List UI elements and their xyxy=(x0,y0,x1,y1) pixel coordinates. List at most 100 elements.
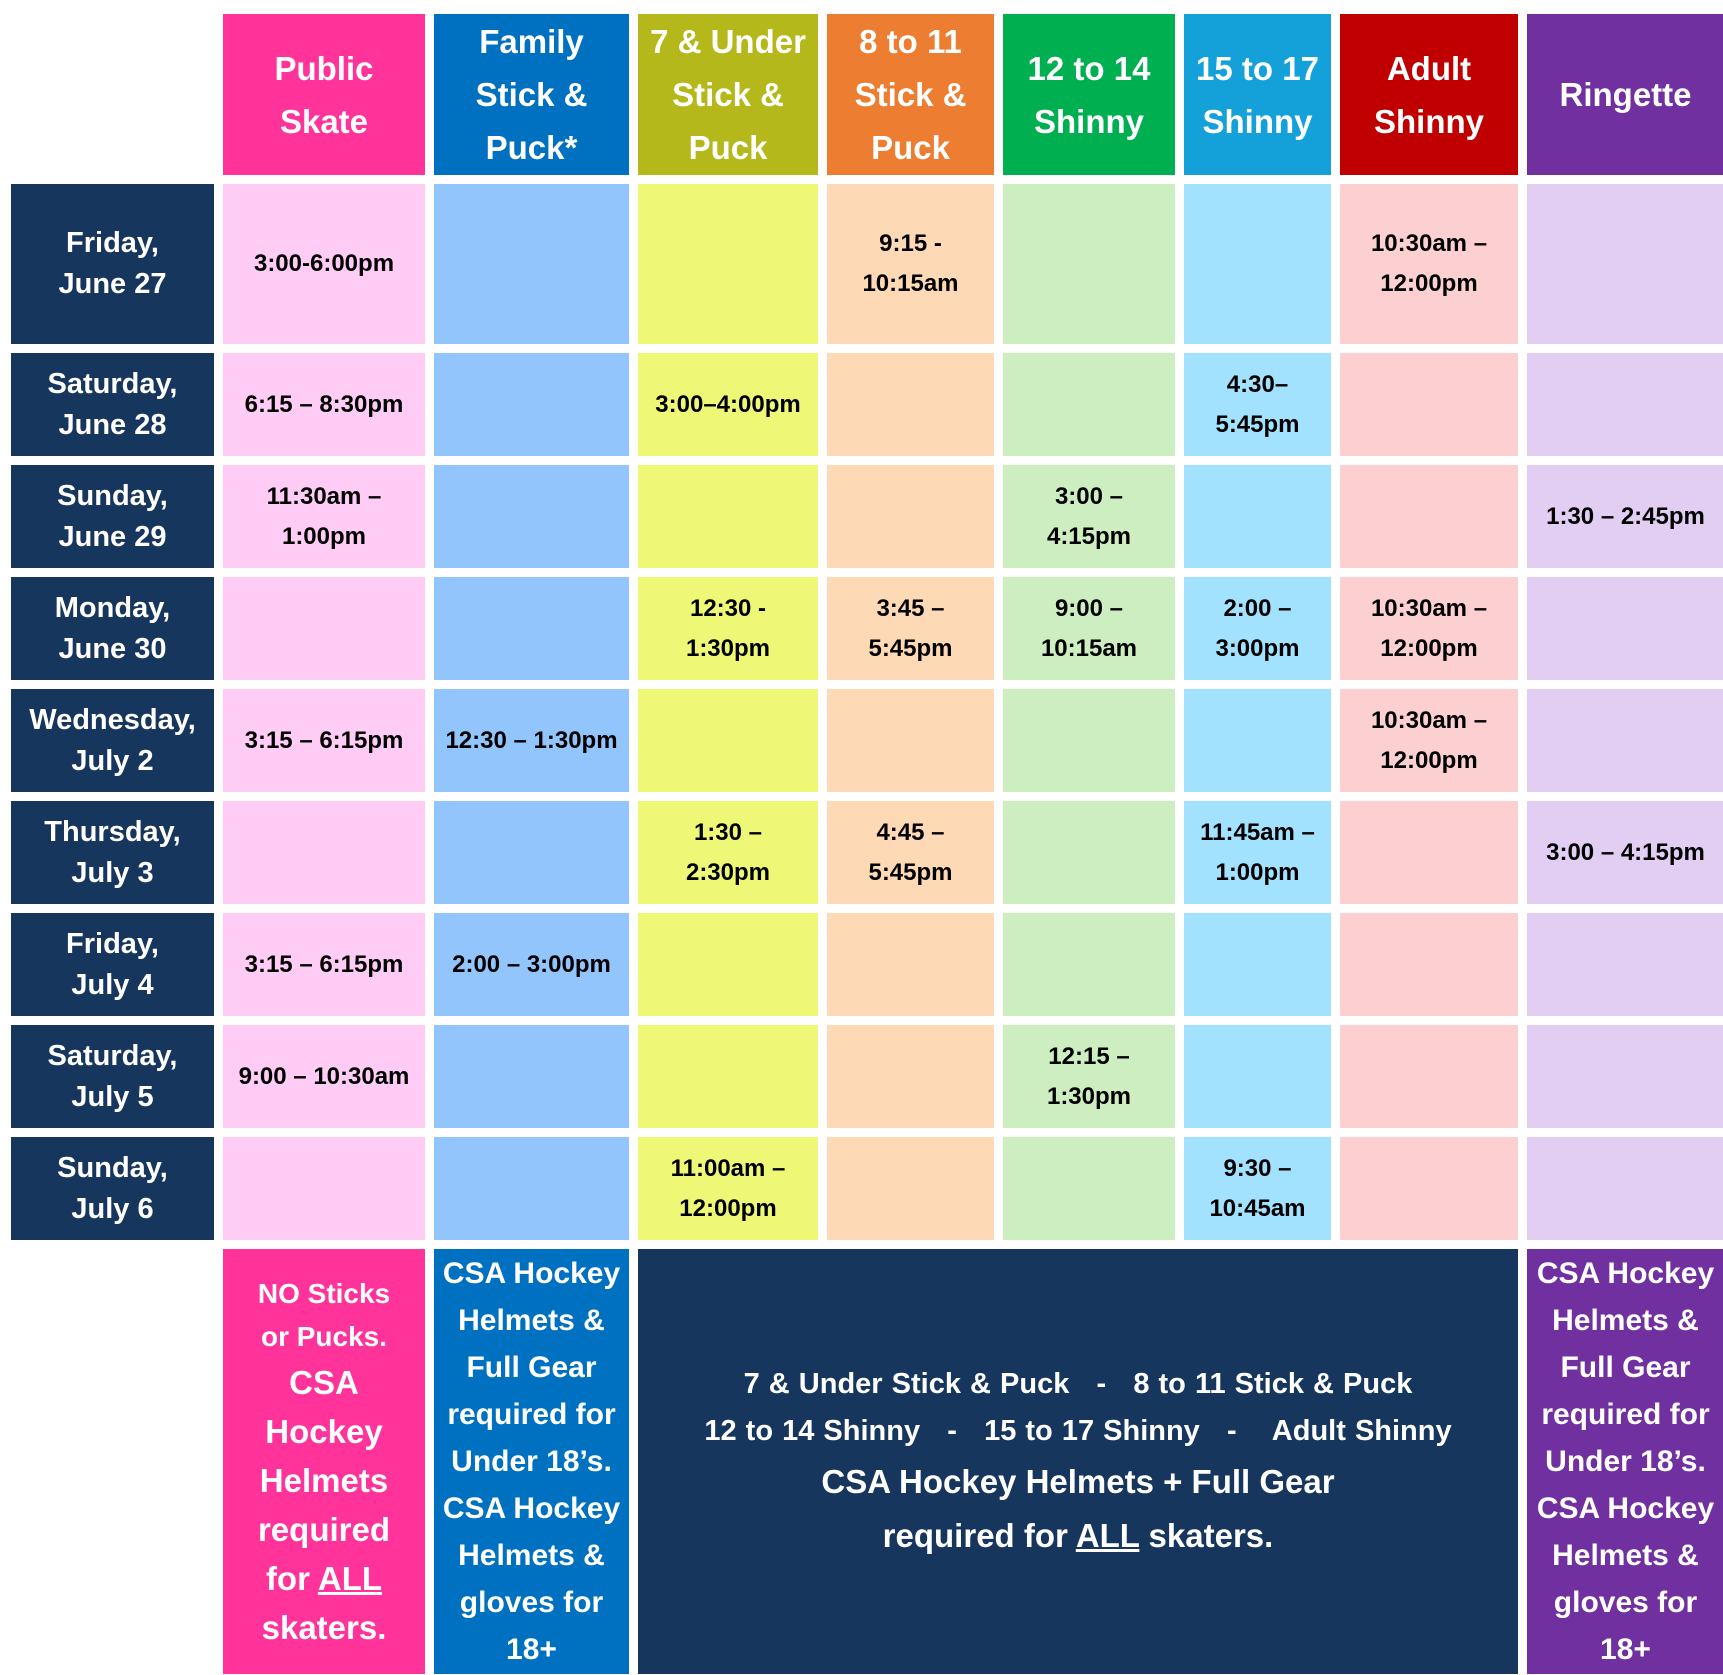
time-slot-cell xyxy=(1340,801,1518,904)
time-slot-cell xyxy=(1527,1137,1723,1240)
time-slot-cell xyxy=(434,1025,629,1128)
time-slot-cell xyxy=(434,801,629,904)
time-slot-cell xyxy=(434,1137,629,1240)
note-public-skate: NO Sticks or Pucks. CSA Hockey Helmets r… xyxy=(223,1249,425,1674)
day-text: Friday, June 27 xyxy=(58,227,167,300)
day-label: Friday, June 27 xyxy=(11,184,214,344)
time-slot-cell xyxy=(827,465,994,568)
day-text: Saturday, June 28 xyxy=(47,367,178,441)
time-slot-cell xyxy=(1527,577,1723,680)
time-slot-cell xyxy=(1340,1025,1518,1128)
note-family-stick-puck: CSA Hockey Helmets & Full Gear required … xyxy=(434,1249,629,1674)
time-slot-cell: 1:30 – 2:30pm xyxy=(638,801,818,904)
time-slot-cell xyxy=(1184,184,1331,344)
time-slot-cell xyxy=(434,577,629,680)
time-slot-cell xyxy=(827,913,994,1016)
day-text: Wednesday, July 2 xyxy=(29,703,196,777)
note-public-big: CSA Hockey Helmets required for ALL skat… xyxy=(258,1358,390,1652)
combined-all: ALL xyxy=(1075,1516,1140,1554)
header-label: 12 to 14 Shinny xyxy=(1027,49,1151,140)
time-slot-cell xyxy=(434,353,629,456)
time-slot-cell: 10:30am – 12:00pm xyxy=(1340,689,1518,792)
note-combined-programs: 7 & Under Stick & Puck - 8 to 11 Stick &… xyxy=(638,1249,1518,1674)
day-label: Wednesday, July 2 xyxy=(11,689,214,792)
time-slot-cell xyxy=(827,1025,994,1128)
combined-line-4-before: required for xyxy=(882,1516,1076,1554)
time-slot-cell: 3:00 – 4:15pm xyxy=(1003,465,1175,568)
corner-blank xyxy=(11,14,214,175)
time-slot-cell: 9:00 – 10:15am xyxy=(1003,577,1175,680)
time-slot-cell: 3:00 – 4:15pm xyxy=(1527,801,1723,904)
time-slot-cell xyxy=(1003,1137,1175,1240)
time-slot-cell xyxy=(1340,1137,1518,1240)
time-slot-cell xyxy=(1527,184,1723,344)
time-slot-cell xyxy=(827,1137,994,1240)
day-text: Saturday, July 5 xyxy=(47,1039,178,1113)
day-text: Monday, June 30 xyxy=(54,591,171,665)
header-8-to-11-stick-puck: 8 to 11 Stick & Puck xyxy=(827,14,994,175)
time-slot-cell: 12:15 – 1:30pm xyxy=(1003,1025,1175,1128)
note-ringette: CSA Hockey Helmets & Full Gear required … xyxy=(1527,1249,1723,1674)
header-label: 15 to 17 Shinny xyxy=(1196,49,1319,140)
note-family-text: CSA Hockey Helmets & Full Gear required … xyxy=(442,1257,621,1666)
day-label: Sunday, July 6 xyxy=(11,1137,214,1240)
header-label: Adult Shinny xyxy=(1373,49,1484,140)
header-family-stick-puck: Family Stick & Puck* xyxy=(434,14,629,175)
header-adult-shinny: Adult Shinny xyxy=(1340,14,1518,175)
time-slot-cell: 1:30 – 2:45pm xyxy=(1527,465,1723,568)
day-text: Thursday, July 3 xyxy=(44,815,181,889)
time-slot-cell xyxy=(1184,913,1331,1016)
combined-line-1: 7 & Under Stick & Puck - 8 to 11 Stick &… xyxy=(743,1367,1413,1400)
note-public-big-before: CSA Hockey Helmets required for xyxy=(257,1363,391,1597)
time-slot-cell: 6:15 – 8:30pm xyxy=(223,353,425,456)
time-slot-cell xyxy=(434,465,629,568)
day-label: Sunday, June 29 xyxy=(11,465,214,568)
header-label: Ringette xyxy=(1559,76,1692,113)
header-15-to-17-shinny: 15 to 17 Shinny xyxy=(1184,14,1331,175)
time-slot-cell xyxy=(1340,465,1518,568)
time-slot-cell xyxy=(223,577,425,680)
time-slot-cell xyxy=(434,184,629,344)
header-label: 7 & Under Stick & Puck xyxy=(650,23,806,166)
time-slot-cell xyxy=(638,184,818,344)
time-slot-cell xyxy=(1527,353,1723,456)
time-slot-cell xyxy=(1184,465,1331,568)
time-slot-cell: 9:15 - 10:15am xyxy=(827,184,994,344)
combined-line-4: required for ALL skaters. xyxy=(883,1509,1274,1563)
header-public-skate: Public Skate xyxy=(223,14,425,175)
time-slot-cell xyxy=(1003,689,1175,792)
time-slot-cell: 11:30am – 1:00pm xyxy=(223,465,425,568)
time-slot-cell: 3:15 – 6:15pm xyxy=(223,913,425,1016)
combined-line-2: 12 to 14 Shinny - 15 to 17 Shinny - Adul… xyxy=(704,1414,1452,1447)
time-slot-cell: 3:15 – 6:15pm xyxy=(223,689,425,792)
note-public-small: NO Sticks or Pucks. xyxy=(257,1277,391,1352)
combined-line-3: CSA Hockey Helmets + Full Gear xyxy=(821,1462,1335,1500)
time-slot-cell xyxy=(1003,353,1175,456)
time-slot-cell xyxy=(1003,801,1175,904)
time-slot-cell xyxy=(827,689,994,792)
time-slot-cell: 3:45 – 5:45pm xyxy=(827,577,994,680)
time-slot-cell xyxy=(1184,689,1331,792)
time-slot-cell: 3:00-6:00pm xyxy=(223,184,425,344)
time-slot-cell xyxy=(1184,1025,1331,1128)
header-ringette: Ringette xyxy=(1527,14,1723,175)
time-slot-cell: 11:00am – 12:00pm xyxy=(638,1137,818,1240)
time-slot-cell xyxy=(1003,184,1175,344)
day-label: Friday, July 4 xyxy=(11,913,214,1016)
day-text: Friday, July 4 xyxy=(66,927,159,1001)
time-slot-cell: 2:00 – 3:00pm xyxy=(434,913,629,1016)
time-slot-cell xyxy=(1003,913,1175,1016)
day-text: Sunday, June 29 xyxy=(57,479,168,553)
day-label: Monday, June 30 xyxy=(11,577,214,680)
time-slot-cell xyxy=(223,1137,425,1240)
time-slot-cell: 9:00 – 10:30am xyxy=(223,1025,425,1128)
time-slot-cell xyxy=(638,689,818,792)
time-slot-cell xyxy=(1527,1025,1723,1128)
time-slot-cell: 12:30 - 1:30pm xyxy=(638,577,818,680)
time-slot-cell xyxy=(1340,353,1518,456)
time-slot-cell: 10:30am – 12:00pm xyxy=(1340,577,1518,680)
time-slot-cell: 9:30 – 10:45am xyxy=(1184,1137,1331,1240)
day-label: Saturday, July 5 xyxy=(11,1025,214,1128)
footer-blank xyxy=(11,1249,214,1674)
day-label: Saturday, June 28 xyxy=(11,353,214,456)
